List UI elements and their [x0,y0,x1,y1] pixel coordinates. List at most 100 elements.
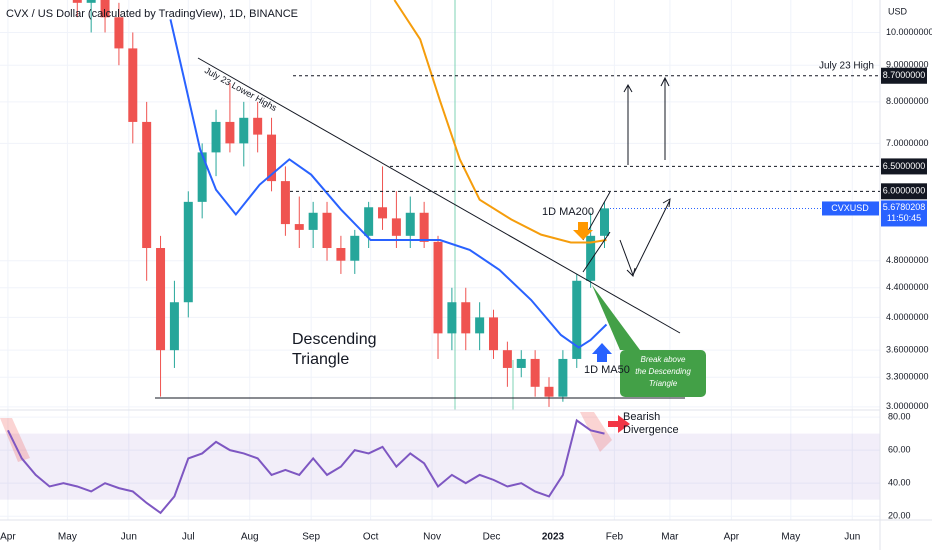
candle-body [156,248,166,351]
level-tag [881,158,927,175]
symbol-label: CVXUSD [831,203,869,213]
y-tick-label: 10.0000000 [886,27,932,37]
moving-average [393,0,607,244]
y-tick-label: 60.00 [888,445,911,455]
candle-body [336,248,346,261]
ma50-arrow [592,343,612,362]
y-tick-label: 3.3000000 [886,372,929,382]
x-tick-label: Mar [661,532,679,543]
x-tick-label: Jun [121,532,137,543]
x-tick-label: May [58,532,77,543]
chart-title: CVX / US Dollar (calculated by TradingVi… [6,8,298,20]
candle-body [197,152,207,202]
candle-body [86,0,96,3]
y-tick-label: 3.6000000 [886,345,929,355]
candle-body [489,317,499,351]
candle-body [502,350,512,368]
y-unit: USD [888,6,908,16]
y-tick-label: 9.0000000 [886,60,929,70]
x-tick-label: Sep [302,532,320,543]
arrow [619,198,671,277]
callout-box [620,350,706,397]
candle-body [225,121,235,144]
candle-body [558,358,568,397]
candle-body [586,235,596,281]
divergence-label: Divergence [623,424,679,436]
y-tick-label: 4.4000000 [886,282,929,292]
x-tick-label: 2023 [542,532,565,543]
last-price-value: 5.6780208 [883,202,926,212]
candle-body [516,358,526,368]
candle-body [169,302,179,351]
candle-body [211,121,221,153]
rsi [7,418,605,515]
candle-body [600,208,610,236]
divergence-zone [0,418,30,462]
trendline [197,57,681,334]
candle-body [239,117,249,144]
x-tick-label: Apr [0,532,16,543]
candle-body [461,302,471,334]
x-tick-label: Apr [724,532,740,543]
candle-body [433,241,443,334]
countdown: 11:50:45 [887,213,921,223]
candle-body [322,212,332,249]
callout-pointer [592,285,640,350]
candle-body [405,212,415,236]
arrows [619,76,671,277]
candle-body [308,212,318,230]
candle-body [280,181,290,225]
x-tick-label: Jul [182,532,195,543]
y-tick-label: 4.0000000 [886,312,929,322]
candle-body [267,134,277,182]
x-tick-label: Oct [363,532,379,543]
candle-body [544,386,554,397]
y-tick-label: 20.00 [888,511,911,521]
level-value: 8.7000000 [883,70,926,80]
rsi-band [0,433,880,500]
candle-body [419,212,429,242]
level-tag [881,183,927,200]
rsi-line [7,418,605,515]
ma200-arrow [573,222,593,240]
level-name: July 23 High [819,60,874,71]
divergence-arrow [608,415,630,433]
y-tick-label: 7.0000000 [886,138,929,148]
divergence-label: Bearish [623,411,660,423]
candles [72,0,610,407]
y-tick-label: 8.0000000 [886,96,929,106]
y-tick-label: 40.00 [888,478,911,488]
symbol-tag [822,201,879,216]
x-tick-label: Feb [606,532,624,543]
x-tick-label: May [781,532,800,543]
candle-body [364,207,374,236]
arrow [623,83,633,165]
flag-line [582,231,611,273]
x-tick-label: Nov [423,532,441,543]
rsi-band-group [0,433,880,500]
candle-body [350,235,360,261]
y-tick-label: 4.8000000 [886,255,929,265]
price-tag [881,200,927,227]
level-value: 6.5000000 [883,161,926,171]
callout-text: the Descending [635,367,691,376]
candle-body [572,280,582,359]
ma50-label: 1D MA50 [584,364,630,376]
pattern-label: Descending [292,331,377,348]
candle-body [253,117,263,135]
moving-averages [169,0,608,349]
candle-body [142,121,152,249]
callout-text: Break above [641,355,686,364]
x-tick-label: Aug [241,532,259,543]
candle-body [183,201,193,303]
candle-body [72,0,82,3]
moving-average [169,19,608,349]
candle-body [294,224,304,230]
candle-body [530,358,540,387]
candle-body [391,218,401,236]
ma200-label: 1D MA200 [542,206,594,218]
pattern-label: Triangle [292,351,349,368]
candle-body [100,0,110,18]
